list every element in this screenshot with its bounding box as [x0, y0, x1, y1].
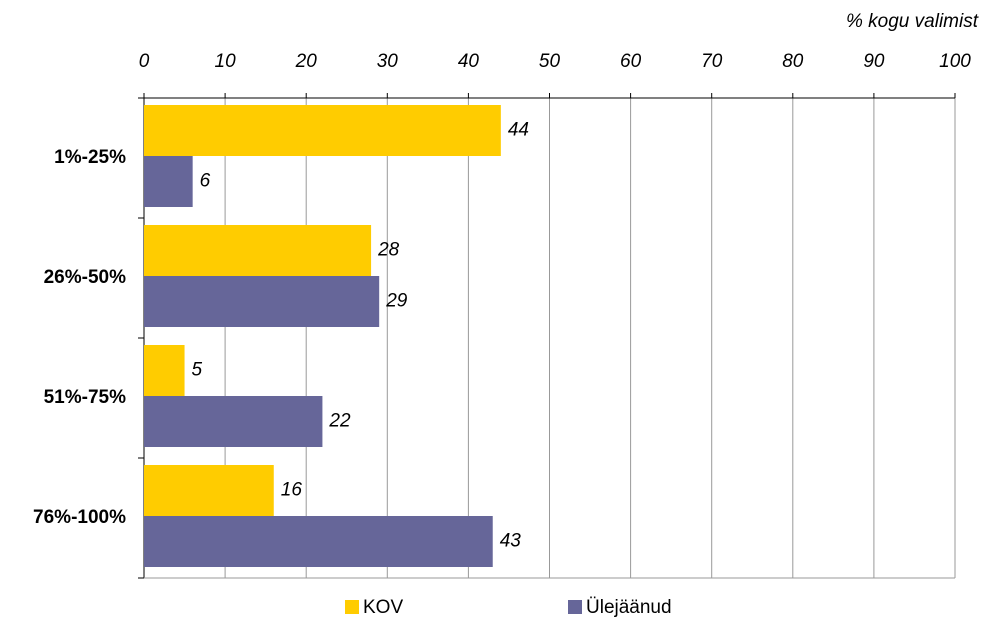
- x-tick-label: 90: [863, 51, 885, 72]
- legend-swatch: [568, 600, 582, 614]
- data-label: 6: [200, 171, 211, 192]
- data-label: 44: [508, 120, 529, 141]
- bar: [144, 156, 193, 207]
- bar: [144, 345, 185, 396]
- x-tick-label: 70: [701, 51, 723, 72]
- x-tick-label: 100: [939, 51, 971, 72]
- data-label: 28: [377, 240, 400, 261]
- data-label: 16: [281, 480, 303, 501]
- legend-label: Ülejäänud: [586, 597, 672, 618]
- x-tick-label: 80: [782, 51, 804, 72]
- bar: [144, 396, 323, 447]
- bar: [144, 225, 372, 276]
- x-tick-label: 20: [295, 51, 318, 72]
- data-label: 22: [328, 411, 351, 432]
- x-tick-label: 40: [458, 51, 480, 72]
- x-tick-label: 50: [539, 51, 561, 72]
- bar: [144, 516, 493, 567]
- data-label: 5: [192, 360, 203, 381]
- data-label: 43: [500, 531, 522, 552]
- x-tick-label: 0: [139, 51, 150, 72]
- bar: [144, 105, 501, 156]
- x-tick-label: 30: [377, 51, 399, 72]
- y-tick-label: 51%-75%: [44, 387, 126, 408]
- y-tick-label: 26%-50%: [44, 267, 126, 288]
- axis-label: % kogu valimist: [846, 11, 979, 32]
- bar: [144, 465, 274, 516]
- x-tick-label: 60: [620, 51, 642, 72]
- legend-swatch: [345, 600, 359, 614]
- data-label: 29: [385, 291, 408, 312]
- bar: [144, 276, 380, 327]
- legend-label: KOV: [363, 597, 403, 618]
- y-tick-label: 76%-100%: [33, 507, 126, 528]
- y-tick-label: 1%-25%: [54, 147, 126, 168]
- x-tick-label: 10: [215, 51, 237, 72]
